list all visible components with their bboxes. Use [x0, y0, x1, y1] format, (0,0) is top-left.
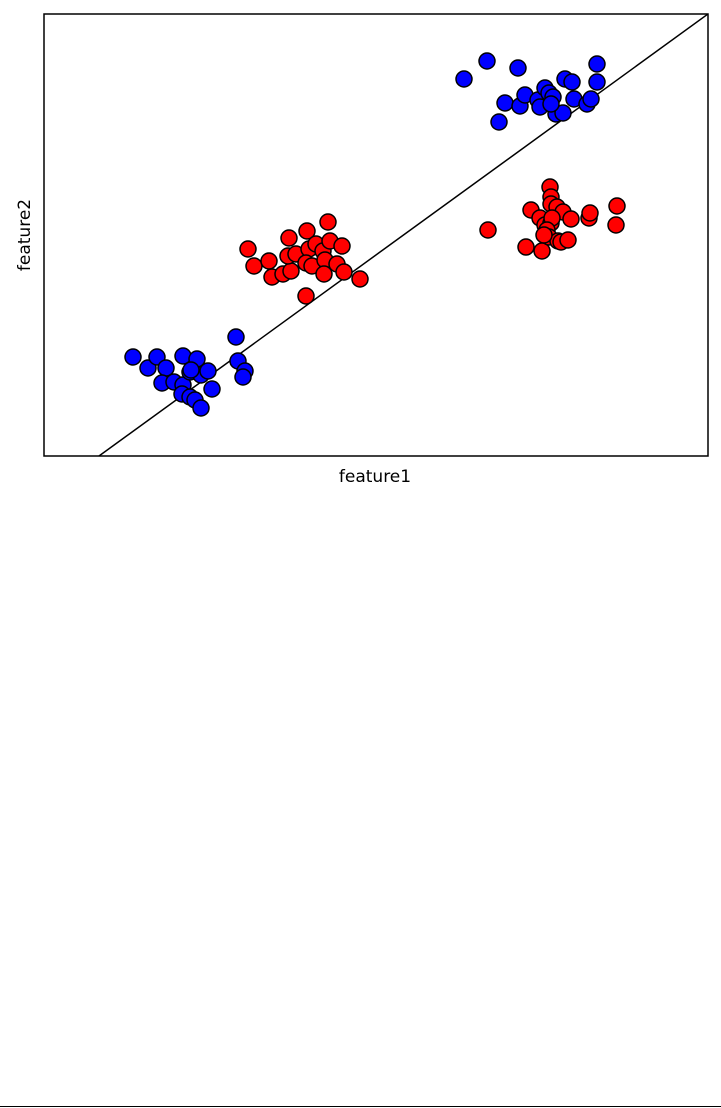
point [282, 262, 300, 280]
point [582, 90, 600, 108]
point [607, 216, 625, 234]
point [199, 362, 217, 380]
point [192, 399, 210, 417]
point [509, 59, 527, 77]
point [581, 204, 599, 222]
point [260, 252, 278, 270]
point [234, 368, 252, 386]
point [319, 213, 337, 231]
point [297, 287, 315, 305]
point [559, 231, 577, 249]
point [563, 73, 581, 91]
point [315, 265, 333, 283]
point [335, 263, 353, 281]
point [517, 238, 535, 256]
point [239, 240, 257, 258]
point [333, 237, 351, 255]
x-axis-label: feature1 [339, 467, 411, 487]
point [280, 229, 298, 247]
point [588, 73, 606, 91]
point [490, 113, 508, 131]
point [496, 94, 514, 112]
point [124, 348, 142, 366]
point [245, 257, 263, 275]
point [608, 197, 626, 215]
point [455, 70, 473, 88]
plot-area [98, 14, 708, 456]
point [562, 210, 580, 228]
point [351, 270, 369, 288]
point [542, 95, 560, 113]
point [298, 222, 316, 240]
point [554, 104, 572, 122]
y-axis-label: feature2 [15, 199, 35, 271]
point [535, 226, 553, 244]
plot-frame [43, 13, 709, 457]
point [588, 55, 606, 73]
point [182, 361, 200, 379]
point [227, 328, 245, 346]
point [203, 380, 221, 398]
point [479, 221, 497, 239]
point [478, 52, 496, 70]
